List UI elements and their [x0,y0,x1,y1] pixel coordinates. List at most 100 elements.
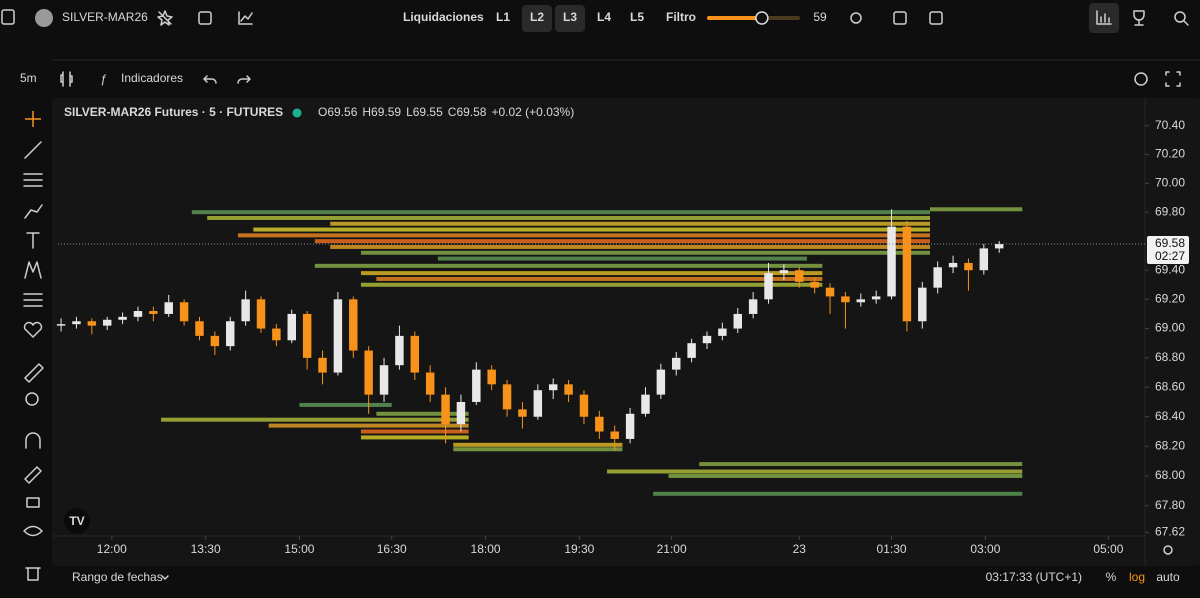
filter-label: Filtro [666,10,696,24]
candle-body [579,394,589,417]
brush-tool[interactable] [24,204,43,219]
x-tick-label: 15:00 [284,542,314,556]
candle-body [56,324,66,326]
chevron [161,575,169,580]
ruler-tool[interactable] [24,363,44,383]
y-tick-label: 69.00 [1155,321,1185,335]
trend-line-tool[interactable] [24,141,42,159]
chart-title: SILVER-MAR26 Futures · 5 · FUTURES [64,105,283,119]
liquidation-level [191,210,930,215]
settings-button[interactable] [850,12,862,24]
candle-body [102,319,112,326]
date-range-button[interactable]: Rango de fechas [72,570,163,584]
candle-body [979,248,989,271]
candle-body [533,390,543,417]
forecast-tool[interactable] [23,293,43,307]
candle-body [871,296,881,300]
status-dot [292,108,302,118]
sidebar-button[interactable] [1,9,15,25]
trophy-button[interactable] [1133,10,1145,26]
level-button[interactable]: L1 [496,10,510,24]
candle-body [687,343,696,358]
log-toggle[interactable]: log [1129,570,1145,584]
candle-body [702,335,712,344]
y-tick-label: 69.40 [1155,262,1185,276]
liquidation-level [299,402,392,407]
axis-settings[interactable] [1163,545,1173,555]
ohlc-legend: O69.56 H69.59 L69.55 C69.58 +0.02 (+0.03%) [318,105,574,119]
undo-button[interactable] [203,75,217,84]
symbol[interactable]: SILVER-MAR26 [62,10,148,24]
crosshair-tool[interactable] [25,111,41,127]
percent-toggle[interactable]: % [1106,570,1117,584]
zoom-tool[interactable] [25,392,39,406]
candle-body [379,365,389,395]
candle-body [87,321,97,326]
delete-tool[interactable] [25,567,41,581]
candle-body [487,369,496,385]
candle-body [472,369,481,402]
y-tick-label: 68.60 [1155,379,1185,393]
x-tick-label: 13:30 [191,542,221,556]
lock-drawing-tool[interactable] [24,466,42,484]
candle-body [410,335,420,373]
x-tick-label: 21:00 [657,542,687,556]
liquidation-level [268,423,469,428]
chart-button[interactable] [238,11,253,25]
y-tick-label: 68.20 [1155,438,1185,452]
x-tick-label: 18:00 [471,542,501,556]
calendar-next[interactable] [929,11,943,25]
candle-body [548,384,558,391]
fib-tool[interactable] [23,173,43,187]
text-tool[interactable] [26,232,40,249]
liquidation-level [453,447,623,452]
indicators-button[interactable]: Indicadores [121,71,183,85]
filter-value: 59 [813,10,827,24]
candle-body [133,311,143,317]
auto-toggle[interactable]: auto [1156,570,1180,584]
chart-icon [1096,10,1112,25]
level-button[interactable]: L3 [563,10,577,24]
candle-body [318,357,327,373]
candle-body [118,316,127,320]
x-tick-label: 12:00 [97,542,127,556]
countdown: 02:27 [1155,249,1185,263]
search-button[interactable] [1174,11,1186,23]
liquidation-level [330,244,930,249]
liquidation-level [653,491,1023,496]
liquidation-level [668,473,1023,478]
candle-body [733,313,742,329]
liquidation-level [376,411,469,416]
liquidation-level [330,221,930,226]
pattern-tool[interactable] [24,261,42,279]
search-icon [1183,20,1189,26]
liquidation-level [207,215,930,220]
level-button[interactable]: L2 [530,10,544,24]
candle-body [779,270,789,274]
candle-body [672,357,681,370]
visibility-tool[interactable] [23,525,43,537]
y-tick-label: 68.40 [1155,409,1185,423]
liquidation-level [360,250,930,255]
calendar-button[interactable] [198,11,212,25]
last-price-label: 69.58 [1155,236,1185,250]
interval-button[interactable]: 5m [20,71,37,85]
candle-body [287,313,296,341]
level-button[interactable]: L4 [597,10,611,24]
icon-tool[interactable] [23,321,43,338]
slider-thumb[interactable] [755,11,769,25]
favorite-off[interactable] [157,10,173,26]
level-button[interactable]: L5 [630,10,644,24]
chart-type-button[interactable] [60,71,73,87]
magnet-tool[interactable] [25,432,41,449]
ohlc-value: L69.55 [406,105,443,119]
chart-settings[interactable] [1134,72,1148,86]
lock-tool[interactable] [26,497,40,508]
candle-body [595,416,604,432]
liquidation-chart-button[interactable] [1089,3,1119,33]
candle-body [641,394,650,414]
level-selected [555,5,585,32]
fullscreen-button[interactable] [1165,71,1181,87]
calendar-prev[interactable] [893,11,907,25]
candle-body [810,281,819,288]
